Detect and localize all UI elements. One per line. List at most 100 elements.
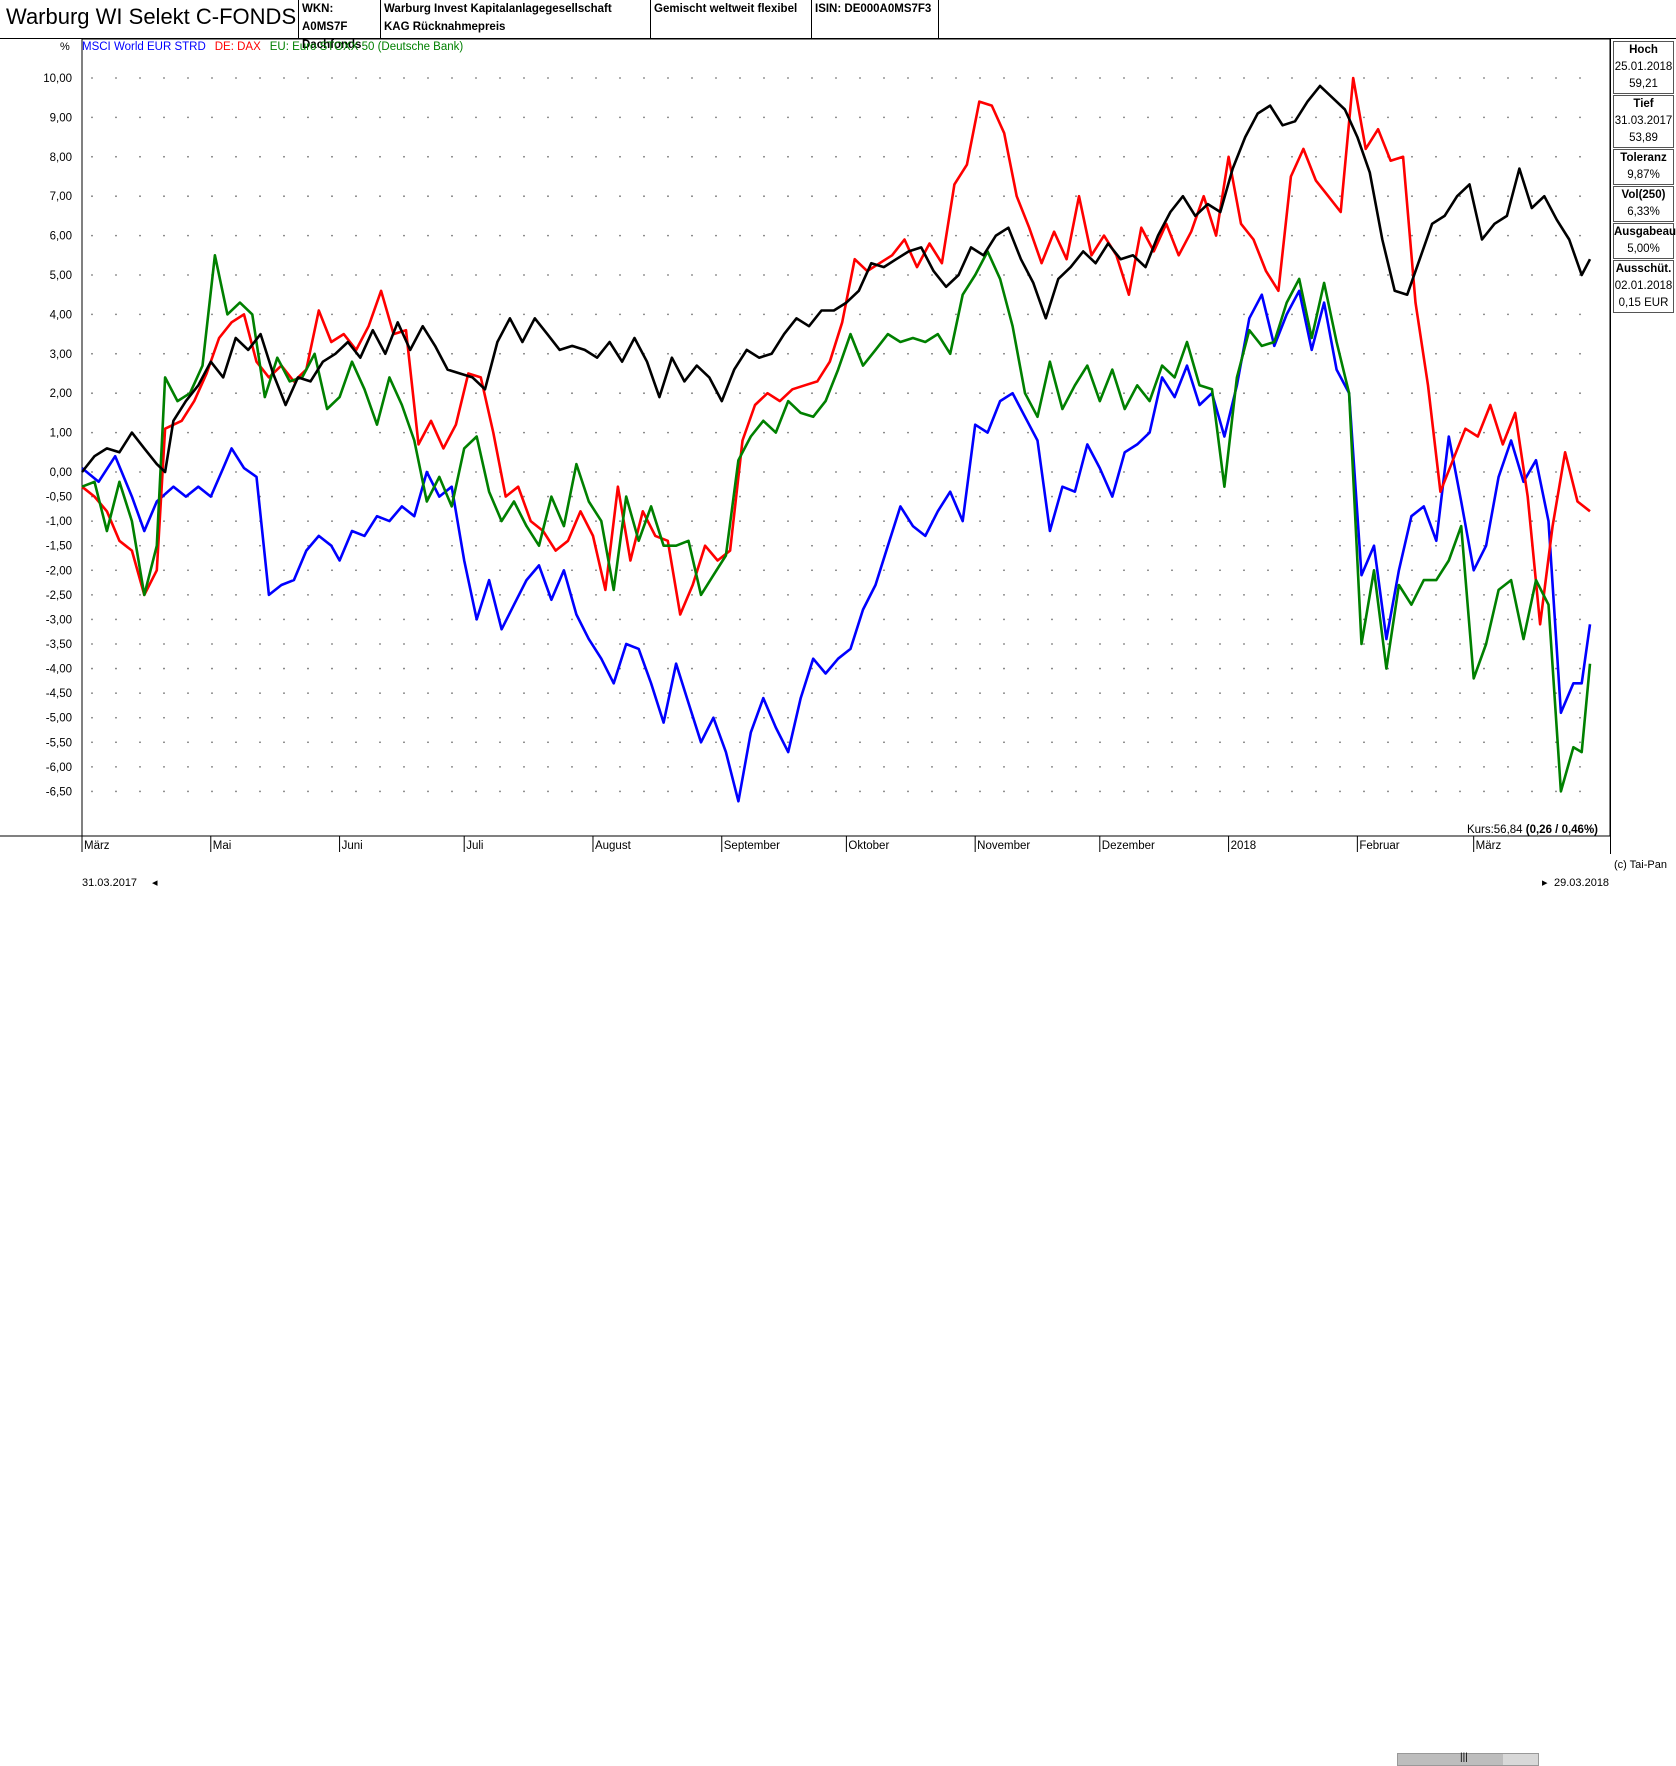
y-tick-label: -6,00 bbox=[46, 762, 72, 774]
grid-dot bbox=[187, 618, 189, 621]
grid-dot bbox=[955, 431, 957, 434]
grid-dot bbox=[1363, 392, 1365, 395]
grid-dot bbox=[1291, 667, 1293, 670]
grid-dot bbox=[595, 765, 597, 768]
grid-dot bbox=[475, 195, 477, 198]
stat-label: Vol(250) bbox=[1621, 189, 1666, 201]
grid-dot bbox=[1171, 116, 1173, 119]
grid-dot bbox=[1291, 313, 1293, 316]
grid-dot bbox=[163, 790, 165, 793]
grid-dot bbox=[811, 352, 813, 355]
grid-dot bbox=[235, 313, 237, 316]
grid-dot bbox=[283, 765, 285, 768]
grid-dot bbox=[1123, 431, 1125, 434]
grid-dot bbox=[163, 716, 165, 719]
grid-dot bbox=[331, 77, 333, 79]
scroll-right-arrow[interactable]: ▸ bbox=[1542, 877, 1548, 889]
grid-dot bbox=[643, 234, 645, 237]
grid-dot bbox=[259, 790, 261, 793]
grid-dot bbox=[1483, 593, 1485, 596]
grid-dot bbox=[1507, 716, 1509, 719]
grid-dot bbox=[211, 741, 213, 744]
grid-dot bbox=[523, 495, 525, 498]
grid-dot bbox=[883, 790, 885, 793]
grid-dot bbox=[355, 234, 357, 237]
grid-dot bbox=[1363, 471, 1365, 473]
grid-dot bbox=[859, 155, 861, 158]
grid-dot bbox=[451, 313, 453, 316]
grid-dot bbox=[403, 765, 405, 768]
grid-dot bbox=[1147, 234, 1149, 237]
y-tick-label: -5,00 bbox=[46, 713, 72, 725]
grid-dot bbox=[379, 692, 381, 695]
grid-dot bbox=[163, 643, 165, 645]
grid-dot bbox=[475, 667, 477, 670]
grid-dot bbox=[283, 495, 285, 498]
grid-dot bbox=[523, 195, 525, 198]
grid-dot bbox=[739, 765, 741, 768]
grid-dot bbox=[1003, 692, 1005, 695]
grid-dot bbox=[1195, 520, 1197, 523]
grid-dot bbox=[1291, 195, 1293, 198]
grid-dot bbox=[499, 741, 501, 744]
grid-dot bbox=[1507, 790, 1509, 793]
y-tick-label: 5,00 bbox=[50, 270, 72, 282]
stat-box: Ausgabeau 5,00% bbox=[1613, 223, 1676, 259]
grid-dot bbox=[259, 716, 261, 719]
grid-dot bbox=[115, 313, 117, 316]
grid-dot bbox=[1099, 692, 1101, 695]
grid-dot bbox=[859, 716, 861, 719]
grid-dot bbox=[979, 667, 981, 670]
grid-dot bbox=[259, 313, 261, 316]
scroll-left-arrow[interactable]: ◂ bbox=[152, 877, 158, 889]
grid-dot bbox=[667, 741, 669, 744]
grid-dot bbox=[739, 692, 741, 695]
grid-dot bbox=[811, 544, 813, 547]
isin-cell: ISIN: DE000A0MS7F3 bbox=[811, 0, 939, 38]
grid-dot bbox=[451, 741, 453, 744]
grid-dot bbox=[619, 274, 621, 276]
grid-dot bbox=[979, 593, 981, 596]
grid-dot bbox=[1027, 155, 1029, 158]
grid-dot bbox=[739, 313, 741, 316]
grid-dot bbox=[115, 643, 117, 645]
grid-dot bbox=[307, 313, 309, 316]
grid-dot bbox=[1531, 77, 1533, 79]
grid-dot bbox=[547, 643, 549, 645]
grid-dot bbox=[1195, 593, 1197, 596]
grid-dot bbox=[1411, 667, 1413, 670]
grid-dot bbox=[883, 495, 885, 498]
grid-dot bbox=[907, 274, 909, 276]
grid-dot bbox=[115, 234, 117, 237]
grid-dot bbox=[235, 618, 237, 621]
grid-dot bbox=[1411, 495, 1413, 498]
grid-dot bbox=[1075, 352, 1077, 355]
grid-dot bbox=[811, 471, 813, 473]
grid-dot bbox=[1195, 741, 1197, 744]
grid-dot bbox=[1483, 716, 1485, 719]
grid-dot bbox=[811, 116, 813, 119]
grid-dot bbox=[1147, 495, 1149, 498]
grid-dot bbox=[595, 643, 597, 645]
grid-dot bbox=[643, 116, 645, 119]
time-scrollbar[interactable]: ||| bbox=[1397, 1752, 1539, 1766]
y-tick-label: 1,00 bbox=[50, 428, 72, 440]
grid-dot bbox=[355, 195, 357, 198]
grid-dot bbox=[1267, 643, 1269, 645]
grid-dot bbox=[907, 593, 909, 596]
grid-dot bbox=[619, 569, 621, 572]
grid-dot bbox=[91, 692, 93, 695]
grid-dot bbox=[1147, 765, 1149, 768]
grid-dot bbox=[235, 569, 237, 572]
grid-dot bbox=[883, 234, 885, 237]
grid-dot bbox=[787, 520, 789, 523]
grid-dot bbox=[1315, 544, 1317, 547]
grid-dot bbox=[499, 593, 501, 596]
grid-dot bbox=[283, 274, 285, 276]
grid-dot bbox=[1147, 618, 1149, 621]
grid-dot bbox=[1099, 667, 1101, 670]
grid-dot bbox=[235, 520, 237, 523]
scroll-thumb[interactable] bbox=[1398, 1754, 1503, 1765]
grid-dot bbox=[1243, 765, 1245, 768]
grid-dot bbox=[835, 741, 837, 744]
